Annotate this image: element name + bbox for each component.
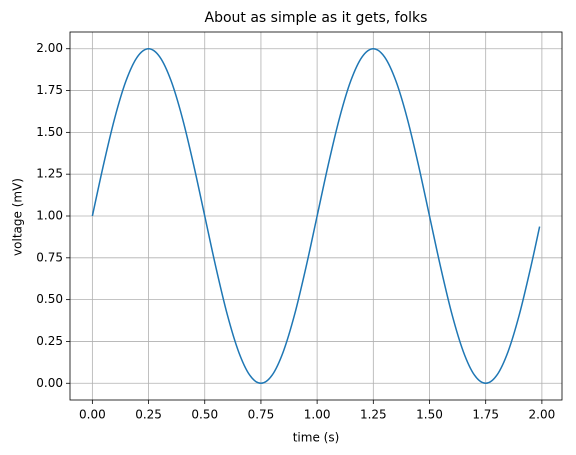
x-axis-label: time (s) <box>293 431 340 445</box>
x-tick-label: 0.75 <box>248 408 275 422</box>
y-tick-label: 1.75 <box>36 83 63 97</box>
y-tick-label: 1.00 <box>36 209 63 223</box>
y-tick-label: 0.50 <box>36 292 63 306</box>
y-tick-label: 2.00 <box>36 41 63 55</box>
x-tick-label: 0.00 <box>79 408 106 422</box>
y-tick-label: 0.75 <box>36 250 63 264</box>
line <box>91 47 541 385</box>
x-tick-label: 2.00 <box>529 408 556 422</box>
x-tick-label: 1.00 <box>304 408 331 422</box>
plot-frame <box>69 31 563 401</box>
y-axis-label: voltage (mV) <box>11 178 25 256</box>
y-tick-label: 0.00 <box>36 376 63 390</box>
chart-title: About as simple as it gets, folks <box>205 10 428 26</box>
x-tick-label: 1.75 <box>472 408 499 422</box>
x-tick-label: 0.50 <box>191 408 218 422</box>
y-tick-label: 0.25 <box>36 334 63 348</box>
x-tick-label: 1.25 <box>360 408 387 422</box>
y-tick-label: 1.50 <box>36 125 63 139</box>
y-tick-label: 1.25 <box>36 167 63 181</box>
x-tick-label: 1.50 <box>416 408 443 422</box>
x-tick-label: 0.25 <box>135 408 162 422</box>
